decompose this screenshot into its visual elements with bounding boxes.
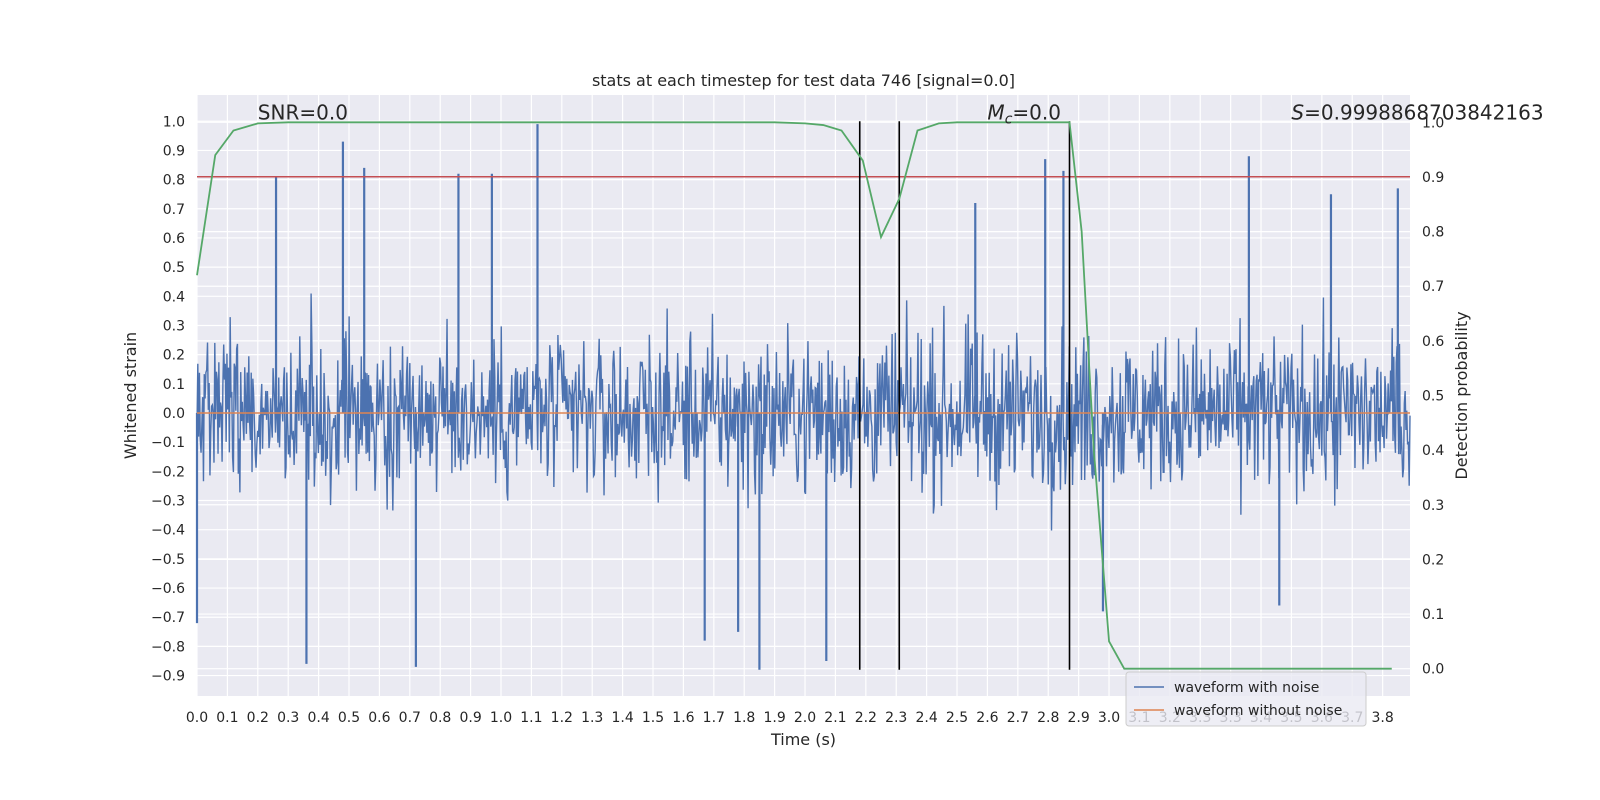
y-tick-label: −0.5: [151, 552, 185, 568]
lines: [196, 121, 1410, 670]
y-tick-label: 1.0: [163, 114, 185, 130]
annotation-s-value: =0.9998868703842163: [1304, 100, 1543, 124]
x-tick-label: 1.8: [733, 710, 755, 726]
y-tick-label: −0.9: [151, 669, 185, 685]
annotation-snr: SNR=0.0: [258, 100, 348, 124]
y-tick-label: 0.3: [163, 318, 185, 334]
x-tick-label: 2.9: [1067, 710, 1089, 726]
y2-axis-ticks: 1.0 0.9 0.8 0.7 0.6 0.5 0.4 0.3 0.2 0.1 0.0: [1422, 115, 1444, 677]
y-tick-label: 0.1: [163, 377, 185, 393]
x-tick-label: 3.0: [1098, 710, 1120, 726]
x-tick-label: 2.6: [976, 710, 998, 726]
y2-axis-label: Detection probability: [1452, 311, 1471, 479]
x-tick-label: 2.4: [915, 710, 937, 726]
y-tick-label: 0.5: [163, 260, 185, 276]
y2-tick-label: 0.4: [1422, 443, 1444, 459]
y-tick-label: −0.6: [151, 581, 185, 597]
legend-label-without-noise: waveform without noise: [1174, 703, 1342, 719]
noise-series: [195, 124, 1411, 670]
x-tick-label: 1.7: [703, 710, 725, 726]
y2-tick-label: 0.5: [1422, 389, 1444, 405]
y2-tick-label: 0.1: [1422, 607, 1444, 623]
y-tick-label: 0.6: [163, 231, 185, 247]
x-tick-label: 2.3: [885, 710, 907, 726]
x-tick-label: 2.0: [794, 710, 816, 726]
x-tick-label: 1.5: [642, 710, 664, 726]
y2-tick-label: 0.8: [1422, 225, 1444, 241]
legend-box: [1125, 671, 1367, 727]
y2-tick-label: 0.9: [1422, 170, 1444, 186]
annotation-mc-symbol: M: [987, 100, 1004, 124]
x-tick-label: 0.4: [307, 710, 329, 726]
y-tick-label: 0.4: [163, 289, 185, 305]
x-tick-label: 0.5: [338, 710, 360, 726]
y-axis-label: Whitened strain: [121, 332, 140, 459]
x-tick-label: 1.0: [490, 710, 512, 726]
x-tick-label: 0.2: [247, 710, 269, 726]
annotation-mc-value: =0.0: [1012, 100, 1061, 124]
y-axis-ticks: 1.0 0.9 0.8 0.7 0.6 0.5 0.4 0.3 0.2 0.1 0.0 −0.1 −0.…: [151, 114, 185, 684]
x-tick-label: 2.2: [855, 710, 877, 726]
x-tick-label: 1.2: [551, 710, 573, 726]
x-tick-label: 2.8: [1037, 710, 1059, 726]
annotation-s: S=0.9998868703842163: [1291, 100, 1543, 124]
y-tick-label: 0.0: [163, 406, 185, 422]
y2-tick-label: 0.0: [1422, 662, 1444, 678]
x-tick-label: 1.9: [763, 710, 785, 726]
x-tick-label: 2.5: [946, 710, 968, 726]
x-tick-label: 1.3: [581, 710, 603, 726]
y-tick-label: −0.7: [151, 610, 185, 626]
x-tick-label: 0.7: [399, 710, 421, 726]
x-axis-label: Time (s): [770, 730, 836, 749]
annotation-mc-subscript: c: [1005, 111, 1013, 127]
detection-probability-line: [196, 121, 1392, 670]
noise-waveform-line: [196, 293, 1411, 531]
x-tick-label: 3.8: [1372, 710, 1394, 726]
y-tick-label: −0.4: [151, 523, 185, 539]
annotation-s-symbol: S: [1291, 100, 1304, 124]
x-tick-label: 0.1: [216, 710, 238, 726]
y-tick-label: −0.2: [151, 464, 185, 480]
x-tick-label: 0.6: [368, 710, 390, 726]
y-tick-label: −0.3: [151, 494, 185, 510]
x-tick-label: 0.3: [277, 710, 299, 726]
x-tick-label: 0.0: [186, 710, 208, 726]
y2-tick-label: 0.6: [1422, 334, 1444, 350]
legend-label-with-noise: waveform with noise: [1174, 680, 1319, 696]
y-tick-label: 0.9: [163, 143, 185, 159]
x-tick-label: 1.4: [611, 710, 633, 726]
x-tick-label: 2.7: [1007, 710, 1029, 726]
y-tick-label: 0.7: [163, 202, 185, 218]
annotation-mc: Mc=0.0: [987, 100, 1061, 127]
y-tick-label: 0.2: [163, 348, 185, 364]
y-tick-label: 0.8: [163, 173, 185, 189]
x-tick-label: 1.1: [520, 710, 542, 726]
x-tick-label: 1.6: [672, 710, 694, 726]
y-tick-label: −0.1: [151, 435, 185, 451]
chart-title: stats at each timestep for test data 746…: [592, 71, 1015, 90]
y2-tick-label: 1.0: [1422, 115, 1444, 131]
y2-tick-label: 0.7: [1422, 279, 1444, 295]
y2-tick-label: 0.2: [1422, 552, 1444, 568]
x-tick-label: 0.9: [459, 710, 481, 726]
legend: waveform with noise waveform without noi…: [1125, 671, 1367, 727]
x-tick-label: 2.1: [824, 710, 846, 726]
x-tick-label: 0.8: [429, 710, 451, 726]
y-tick-label: −0.8: [151, 639, 185, 655]
y2-tick-label: 0.3: [1422, 498, 1444, 514]
